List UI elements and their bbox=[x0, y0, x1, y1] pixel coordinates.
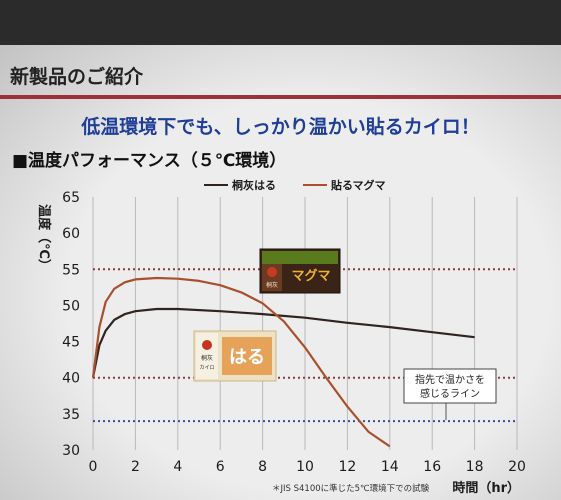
y-tick-label: 55 bbox=[62, 262, 80, 278]
x-tick-label: 16 bbox=[423, 459, 441, 475]
maguma-pack-label: マグマ bbox=[291, 268, 330, 284]
x-tick-label: 10 bbox=[296, 459, 314, 475]
x-tick-label: 20 bbox=[508, 459, 526, 475]
y-tick-label: 65 bbox=[62, 190, 80, 206]
callout-text-line1: 指先で温かさを bbox=[415, 373, 485, 386]
maguma-product-pack: 桐灰 マグマ bbox=[259, 248, 341, 294]
x-tick-label: 2 bbox=[131, 459, 140, 475]
chart-subheading: ■温度パフォーマンス（５℃環境） bbox=[12, 151, 287, 171]
title-rule bbox=[0, 95, 561, 99]
flame-icon bbox=[267, 267, 277, 277]
series-line-haru bbox=[91, 307, 475, 378]
x-tick-label: 8 bbox=[258, 459, 267, 475]
y-tick-label: 35 bbox=[62, 407, 80, 423]
x-tick-label: 18 bbox=[466, 459, 484, 475]
y-tick-label: 30 bbox=[62, 443, 80, 459]
callout-text-line2: 感じるライン bbox=[420, 387, 480, 400]
haru-pack-brand: 桐灰 bbox=[201, 354, 213, 362]
slide-title: 新製品のご紹介 bbox=[10, 66, 144, 88]
x-axis-label: 時間（hr） bbox=[452, 480, 520, 496]
x-tick-label: 0 bbox=[89, 459, 98, 475]
x-tick-label: 14 bbox=[381, 459, 399, 475]
legend-label-maguma: 貼るマグマ bbox=[330, 178, 386, 192]
y-tick-labels: 30 35 40 45 50 55 60 65 bbox=[62, 190, 80, 459]
haru-product-pack: 桐灰 カイロ はる bbox=[193, 330, 277, 382]
haru-pack-subbrand: カイロ bbox=[199, 365, 214, 371]
x-tick-label: 4 bbox=[173, 459, 182, 475]
x-tick-label: 12 bbox=[338, 459, 356, 475]
y-tick-label: 50 bbox=[62, 298, 80, 314]
y-axis-label: 温度（℃） bbox=[36, 204, 52, 272]
x-tick-label: 6 bbox=[216, 459, 225, 475]
slide-headline: 低温環境下でも、しっかり温かい貼るカイロ！ bbox=[81, 116, 480, 138]
flame-icon bbox=[202, 340, 212, 350]
legend-label-haru: 桐灰はる bbox=[232, 178, 276, 192]
chart-grid bbox=[92, 197, 518, 450]
warmth-threshold-callout: 指先で温かさを 感じるライン bbox=[403, 368, 497, 420]
chart-legend: 桐灰はる 貼るマグマ bbox=[204, 178, 386, 192]
chart-footnote: ＊JIS S4100に準じた5℃環境下での試験 bbox=[272, 483, 430, 494]
y-tick-label: 40 bbox=[62, 371, 80, 387]
series-line-maguma bbox=[91, 276, 391, 448]
y-tick-label: 45 bbox=[62, 335, 80, 351]
haru-pack-label: はる bbox=[229, 347, 265, 368]
y-tick-label: 60 bbox=[62, 226, 80, 242]
maguma-pack-brand: 桐灰 bbox=[266, 281, 278, 289]
x-tick-labels: 0 2 4 6 8 10 12 14 16 18 20 bbox=[89, 459, 526, 475]
